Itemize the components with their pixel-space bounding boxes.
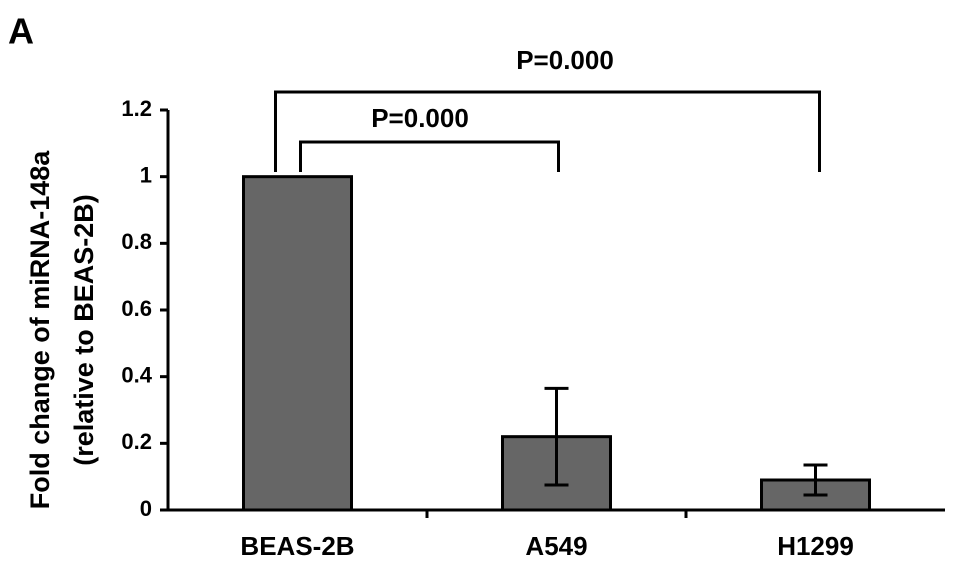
panel-label: A — [8, 11, 34, 52]
y-tick-label: 1 — [140, 162, 152, 187]
x-tick-label: A549 — [525, 531, 587, 561]
y-axis-label: (relative to BEAS-2B) — [69, 194, 99, 466]
y-tick-label: 0 — [140, 496, 152, 521]
y-axis-label: Fold change of miRNA-148a — [25, 150, 55, 510]
y-tick-label: 1.2 — [121, 96, 152, 121]
annotation: P=0.000 — [371, 103, 469, 133]
x-tick-label: H1299 — [777, 531, 854, 561]
y-tick-label: 0.8 — [121, 229, 152, 254]
significance-bracket — [274, 90, 821, 172]
y-tick-label: 0.6 — [121, 296, 152, 321]
y-tick-label: 0.4 — [121, 362, 152, 387]
annotation: P=0.000 — [516, 45, 614, 75]
bar — [242, 175, 353, 512]
x-tick-label: BEAS-2B — [240, 531, 354, 561]
significance-bracket — [299, 140, 560, 172]
y-tick-label: 0.2 — [121, 429, 152, 454]
